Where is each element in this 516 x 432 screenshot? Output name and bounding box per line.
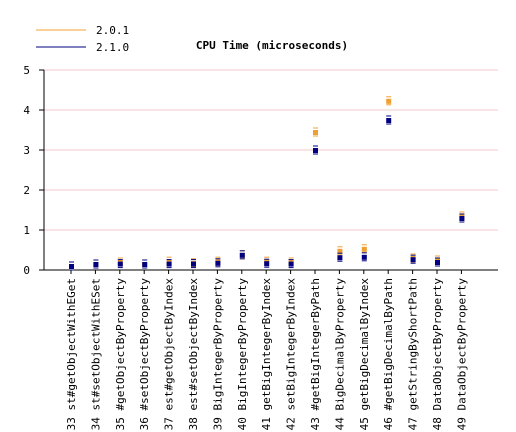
x-tick-label: 47 getStringByShortPath (407, 278, 420, 430)
x-tick-label: 33 st#getObjectWithEGet (65, 278, 78, 430)
data-point-2-1-0 (264, 261, 270, 267)
x-tick-label: 34 st#setObjectWithESet (89, 278, 102, 430)
data-points (69, 96, 465, 271)
data-point-2-1-0 (117, 261, 123, 267)
y-tick-labels: 0 1 2 3 4 5 (23, 64, 44, 277)
y-tick-label-3: 3 (23, 144, 30, 157)
data-point-2-1-0 (93, 262, 99, 267)
data-point-2-1-0 (435, 260, 440, 265)
x-tick-label: 41 getBigIntegerByIndex (260, 278, 273, 431)
y-tick-label-0: 0 (23, 264, 30, 277)
legend-label-2-0-1: 2.0.1 (96, 24, 129, 37)
data-point-2-0-1 (361, 246, 367, 252)
data-point-2-1-0 (313, 148, 318, 153)
legend-label-2-1-0: 2.1.0 (96, 41, 129, 54)
data-point-2-1-0 (69, 264, 74, 269)
legend: 2.0.1 2.1.0 (36, 24, 129, 54)
data-point-2-1-0 (239, 252, 245, 258)
y-tick-label-2: 2 (23, 184, 30, 197)
y-tick-label-1: 1 (23, 224, 30, 237)
x-tick-label: 45 getBigDecimalByIndex (358, 278, 371, 431)
x-tick-labels: 33 st#getObjectWithEGet 34 st#setObjectWi… (65, 270, 468, 430)
x-tick-label: 46 #getBigDecimalByPath (382, 278, 395, 430)
x-tick-label: 38 est#setObjectByIndex (187, 278, 200, 431)
axes (43, 70, 498, 271)
x-tick-label: 48 DataObjectByProperty (431, 278, 444, 431)
data-point-2-0-1 (386, 98, 392, 104)
x-tick-label: 42 setBigIntegerByIndex (285, 278, 298, 431)
data-point-2-0-1 (313, 130, 318, 135)
x-tick-label: 35 #getObjectByProperty (114, 278, 127, 431)
x-tick-label: 44 BigDecimalByProperty (333, 278, 346, 431)
data-point-2-1-0 (191, 261, 196, 267)
gridlines (44, 69, 498, 231)
x-tick-label: 49 DataObjectByProperty (455, 278, 468, 431)
data-point-2-1-0 (386, 118, 392, 123)
data-point-2-1-0 (142, 262, 148, 267)
x-tick-label: 40 BigIntegerByProperty (236, 278, 249, 431)
x-tick-label: 39 BigIntegerByProperty (211, 278, 224, 431)
data-point-2-1-0 (459, 216, 465, 221)
y-tick-label-5: 5 (23, 64, 30, 77)
x-tick-label: 36 #setObjectByProperty (138, 278, 151, 431)
data-point-2-1-0 (215, 260, 221, 266)
data-point-2-1-0 (361, 254, 367, 260)
data-point-2-1-0 (337, 255, 343, 261)
y-tick-label-4: 4 (23, 104, 30, 117)
data-point-2-1-0 (410, 257, 416, 263)
x-tick-label: 37 est#getObjectByIndex (163, 278, 176, 431)
data-point-2-1-0 (166, 261, 172, 267)
x-tick-label: 43 #getBigIntegerByPath (309, 278, 322, 430)
data-point-2-0-1 (337, 248, 343, 254)
data-point-2-1-0 (288, 261, 294, 267)
chart-title: CPU Time (microseconds) (196, 39, 348, 52)
